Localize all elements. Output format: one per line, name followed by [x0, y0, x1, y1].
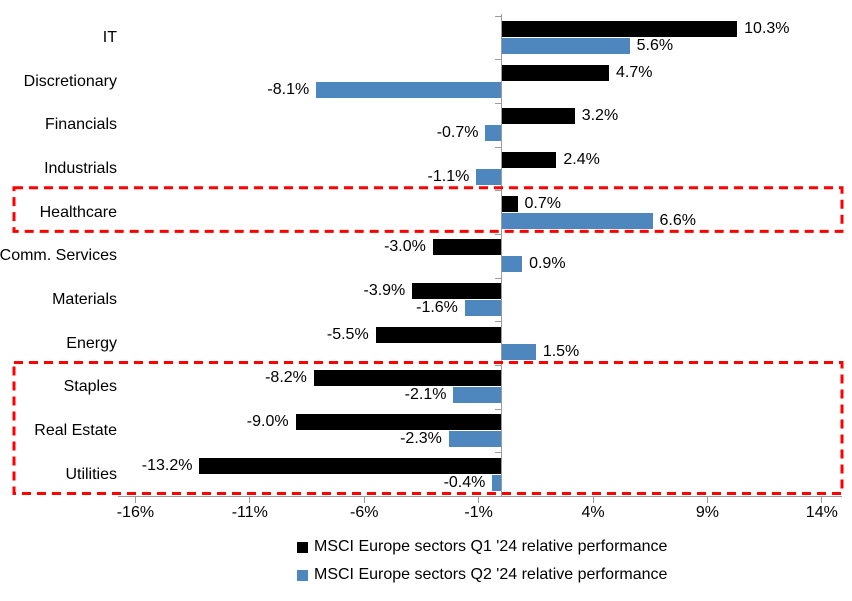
x-axis-tick-label: -1% [464, 504, 493, 521]
bar-q2 [501, 38, 630, 54]
category-axis-tick [494, 452, 502, 454]
value-label: -5.5% [326, 325, 369, 343]
bar-q2 [476, 169, 502, 186]
x-axis-tick-label: 4% [581, 504, 605, 521]
x-axis-tick [134, 496, 136, 503]
category-label: Real Estate [34, 421, 117, 439]
bar-q1 [375, 326, 502, 343]
category-axis-tick [494, 146, 502, 148]
x-axis-tick [478, 496, 480, 503]
value-label: -8.1% [267, 80, 310, 98]
bar-q1 [412, 283, 502, 300]
category-label: Staples [63, 378, 117, 396]
category-axis-tick [494, 102, 502, 104]
value-label: -0.7% [436, 124, 479, 142]
category-axis-tick [494, 364, 502, 366]
x-axis-tick [363, 496, 365, 503]
x-axis-tick-label: -11% [231, 504, 268, 521]
category-axis-tick [494, 59, 502, 61]
value-label: 4.7% [616, 63, 653, 81]
category-label: Materials [52, 290, 117, 308]
category-axis-tick [494, 233, 502, 235]
bar-q1 [501, 21, 738, 37]
bar-q1 [432, 239, 502, 256]
x-axis-tick [821, 496, 823, 503]
category-axis-tick [494, 15, 502, 17]
value-label: -8.2% [265, 369, 307, 387]
value-label: 3.2% [581, 107, 619, 125]
category-axis-tick [494, 190, 502, 192]
value-label: 6.6% [659, 211, 696, 229]
category-axis-tick [494, 321, 502, 323]
x-axis-line [118, 496, 842, 497]
bar-q2 [448, 431, 502, 448]
bar-q1 [199, 457, 502, 474]
bar-q2 [501, 343, 536, 360]
value-label: -3.0% [384, 238, 426, 256]
bar-q1 [501, 108, 575, 125]
value-label: 0.9% [529, 255, 566, 273]
value-label: -2.1% [404, 386, 447, 404]
bar-q2 [501, 256, 523, 273]
category-label: Financials [44, 116, 117, 134]
x-axis-tick-label: 14% [805, 504, 838, 521]
category-axis-tick [494, 277, 502, 279]
bar-q1 [501, 152, 557, 169]
value-label: 1.5% [542, 342, 580, 360]
bar-q1 [501, 195, 518, 212]
x-axis-tick-label: -16% [116, 504, 155, 521]
value-label: -2.3% [400, 430, 442, 448]
bar-q2 [316, 81, 502, 98]
x-axis-tick-label: -6% [349, 504, 379, 521]
category-label: Comm. Services [0, 247, 117, 265]
category-axis-tick [494, 408, 502, 410]
category-label: Energy [66, 334, 117, 352]
y-axis-line [501, 14, 502, 497]
x-axis-tick [706, 496, 708, 503]
value-label: 2.4% [563, 151, 600, 169]
category-label: Discretionary [23, 72, 117, 90]
value-label: 10.3% [744, 20, 790, 37]
category-label: IT [102, 28, 117, 46]
value-label: 0.7% [524, 194, 561, 212]
bar-q2 [453, 387, 502, 404]
category-label: Healthcare [39, 203, 117, 221]
bar-q2 [501, 212, 653, 229]
value-label: -13.2% [141, 456, 193, 474]
x-axis-tick-label: 9% [695, 504, 719, 521]
value-label: -9.0% [246, 413, 289, 431]
bar-q1 [313, 370, 502, 387]
category-axis-tick [494, 496, 502, 497]
value-label: -0.4% [443, 473, 486, 491]
bar-q2 [464, 300, 502, 317]
value-label: -3.9% [363, 282, 406, 300]
x-axis-tick [249, 496, 251, 503]
category-label: Utilities [65, 465, 117, 483]
x-axis-tick [592, 496, 594, 503]
bar-q2 [492, 474, 502, 491]
bar-q2 [485, 125, 502, 142]
bar-q1 [501, 64, 610, 81]
value-label: 5.6% [636, 37, 674, 54]
category-label: Industrials [44, 159, 117, 177]
bar-q1 [295, 414, 502, 431]
value-label: -1.6% [416, 299, 458, 317]
value-label: -1.1% [427, 168, 470, 186]
